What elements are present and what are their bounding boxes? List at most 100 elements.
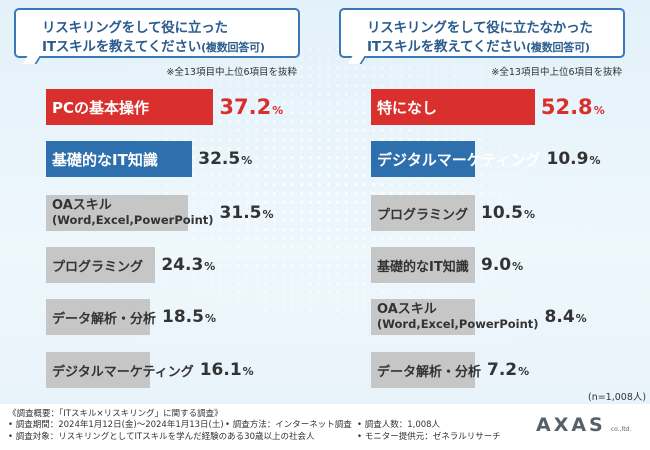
chart-title-main: ITスキルを教えてください [42,39,202,55]
bar-value-number: 10.5 [481,203,523,223]
chart-title-note: (複数回答可) [201,41,265,54]
bar-value-unit: % [518,365,530,378]
chart-panel-left: リスキリングをして役に立った ITスキルを教えてください(複数回答可) ※全13… [0,0,325,395]
bar-value-number: 37.2 [219,95,272,119]
chart-title-box: リスキリングをして役に立たなかった ITスキルを教えてください(複数回答可) [339,8,625,58]
bar-value-unit: % [204,312,216,325]
bar-2 [46,141,193,177]
survey-overview: 《調査概要：「ITスキル×リスキリング」に関する調査》 [8,409,223,419]
bar-value-6: 7.2% [487,352,529,388]
bar-value-5: 18.5% [162,299,216,335]
bar-label-text: 基礎的なIT知識 [52,150,158,169]
chart-title-line1: リスキリングをして役に立たなかった [367,20,593,36]
bar-label-text: OAスキル [52,197,112,213]
bar-label-text: OAスキル [377,301,437,317]
bar-label-text: データ解析・分析 [377,364,482,380]
bar-1 [46,89,214,125]
survey-method: • 調査方法：インターネット調査 [225,420,352,430]
bar-label-1: PCの基本操作 [52,89,149,125]
bar-value-number: 10.9 [546,149,589,169]
bar-5 [371,299,475,335]
survey-target: • 調査対象：リスキリングとしてITスキルを学んだ経験のある30歳以上の社会人 [8,432,315,442]
bar-5 [46,299,150,335]
bar-value-number: 18.5 [162,307,204,327]
extract-note: ※全13項目中上位6項目を抜粋 [166,67,297,78]
bar-value-unit: % [593,104,605,117]
bar-value-unit: % [241,154,253,167]
bar-label-4: プログラミング [52,247,143,283]
bar-group: 特になし 52.8% デジタルマーケティング 10.9% プログラミング 10.5% 基礎的… [325,0,650,395]
bar-value-3: 31.5% [220,195,274,231]
bar-value-number: 31.5 [219,203,262,223]
bar-label-text: 基礎的なIT知識 [377,259,469,275]
sample-size: (n=1,008人) [588,392,647,403]
bar-6 [371,352,475,388]
bar-value-1: 37.2% [219,89,283,125]
bar-label-3: プログラミング [377,195,468,231]
bar-3 [371,195,475,231]
bar-label-text: プログラミング [52,259,144,275]
bar-6 [46,352,150,388]
bar-value-2: 10.9% [547,141,601,177]
bar-label-subtext: (Word,Excel,PowerPoint) [52,212,214,227]
bar-value-number: 24.3 [161,255,204,275]
bar-3 [46,195,188,231]
bar-label-4: 基礎的なIT知識 [377,247,469,283]
bar-value-unit: % [523,208,535,221]
logo-text: AXAS [536,414,606,436]
bar-value-2: 32.5% [198,141,252,177]
chart-title-line2: ITスキルを教えてください(複数回答可) [367,35,619,55]
logo-sub: co.,ltd. [610,426,632,433]
bar-label-6: デジタルマーケティング [52,352,194,388]
bar-1 [371,89,535,125]
bar-label-3: OAスキル (Word,Excel,PowerPoint) [52,195,214,231]
chart-title-line1: リスキリングをして役に立った [42,20,228,36]
bar-value-unit: % [272,104,284,117]
bar-value-6: 16.1% [200,352,254,388]
bar-value-number: 9.0 [481,255,512,275]
bar-4 [46,247,156,283]
bar-2 [371,141,475,177]
bar-label-2: 基礎的なIT知識 [52,141,158,177]
bar-value-unit: % [204,260,216,273]
bar-label-text: デジタルマーケティング [377,150,541,169]
chart-title-box: リスキリングをして役に立った ITスキルを教えてください(複数回答可) [14,8,300,58]
bar-value-number: 32.5 [198,149,241,169]
bar-label-text: デジタルマーケティング [52,364,194,380]
bar-value-4: 9.0% [481,247,523,283]
bar-value-unit: % [262,208,274,221]
chart-title-main: ITスキルを教えてください [367,39,527,55]
bar-label-text: プログラミング [377,207,469,223]
extract-note: ※全13項目中上位6項目を抜粋 [491,67,622,78]
survey-footer: 《調査概要：「ITスキル×リスキリング」に関する調査》 • 調査期間：2024年… [0,404,650,450]
bar-group: PCの基本操作 37.2% 基礎的なIT知識 32.5% OAスキル (Word,Exce… [0,0,325,395]
bar-value-unit: % [242,365,254,378]
company-logo: AXAS co.,ltd. [536,414,641,440]
bar-label-5: OAスキル (Word,Excel,PowerPoint) [377,299,539,335]
bar-value-unit: % [575,312,587,325]
bar-value-unit: % [512,260,524,273]
bar-value-unit: % [589,154,601,167]
bar-label-text: 特になし [377,98,438,117]
survey-count: • 調査人数：1,008人 [357,420,441,430]
chart-title-note: (複数回答可) [526,41,590,54]
bar-label-5: データ解析・分析 [52,299,156,335]
bar-label-2: デジタルマーケティング [377,141,541,177]
survey-period: • 調査期間：2024年1月12日(金)～2024年1月13日(土) [8,420,224,430]
bar-value-4: 24.3% [161,247,215,283]
survey-provider: • モニター提供元：ゼネラルリサーチ [357,432,501,442]
bar-value-number: 7.2 [487,360,518,380]
chart-title-line2: ITスキルを教えてください(複数回答可) [42,35,294,55]
bar-label-1: 特になし [377,89,437,125]
bar-value-number: 8.4 [544,307,575,327]
bar-4 [371,247,475,283]
bar-value-number: 16.1 [199,360,242,380]
bar-label-text: PCの基本操作 [52,98,150,117]
bar-label-subtext: (Word,Excel,PowerPoint) [377,316,539,331]
chart-panel-right: リスキリングをして役に立たなかった ITスキルを教えてください(複数回答可) ※… [325,0,650,395]
bar-label-text: データ解析・分析 [52,311,157,327]
bar-value-5: 8.4% [545,299,587,335]
bar-value-number: 52.8 [540,95,593,119]
bar-value-3: 10.5% [481,195,535,231]
bar-value-1: 52.8% [541,89,605,125]
